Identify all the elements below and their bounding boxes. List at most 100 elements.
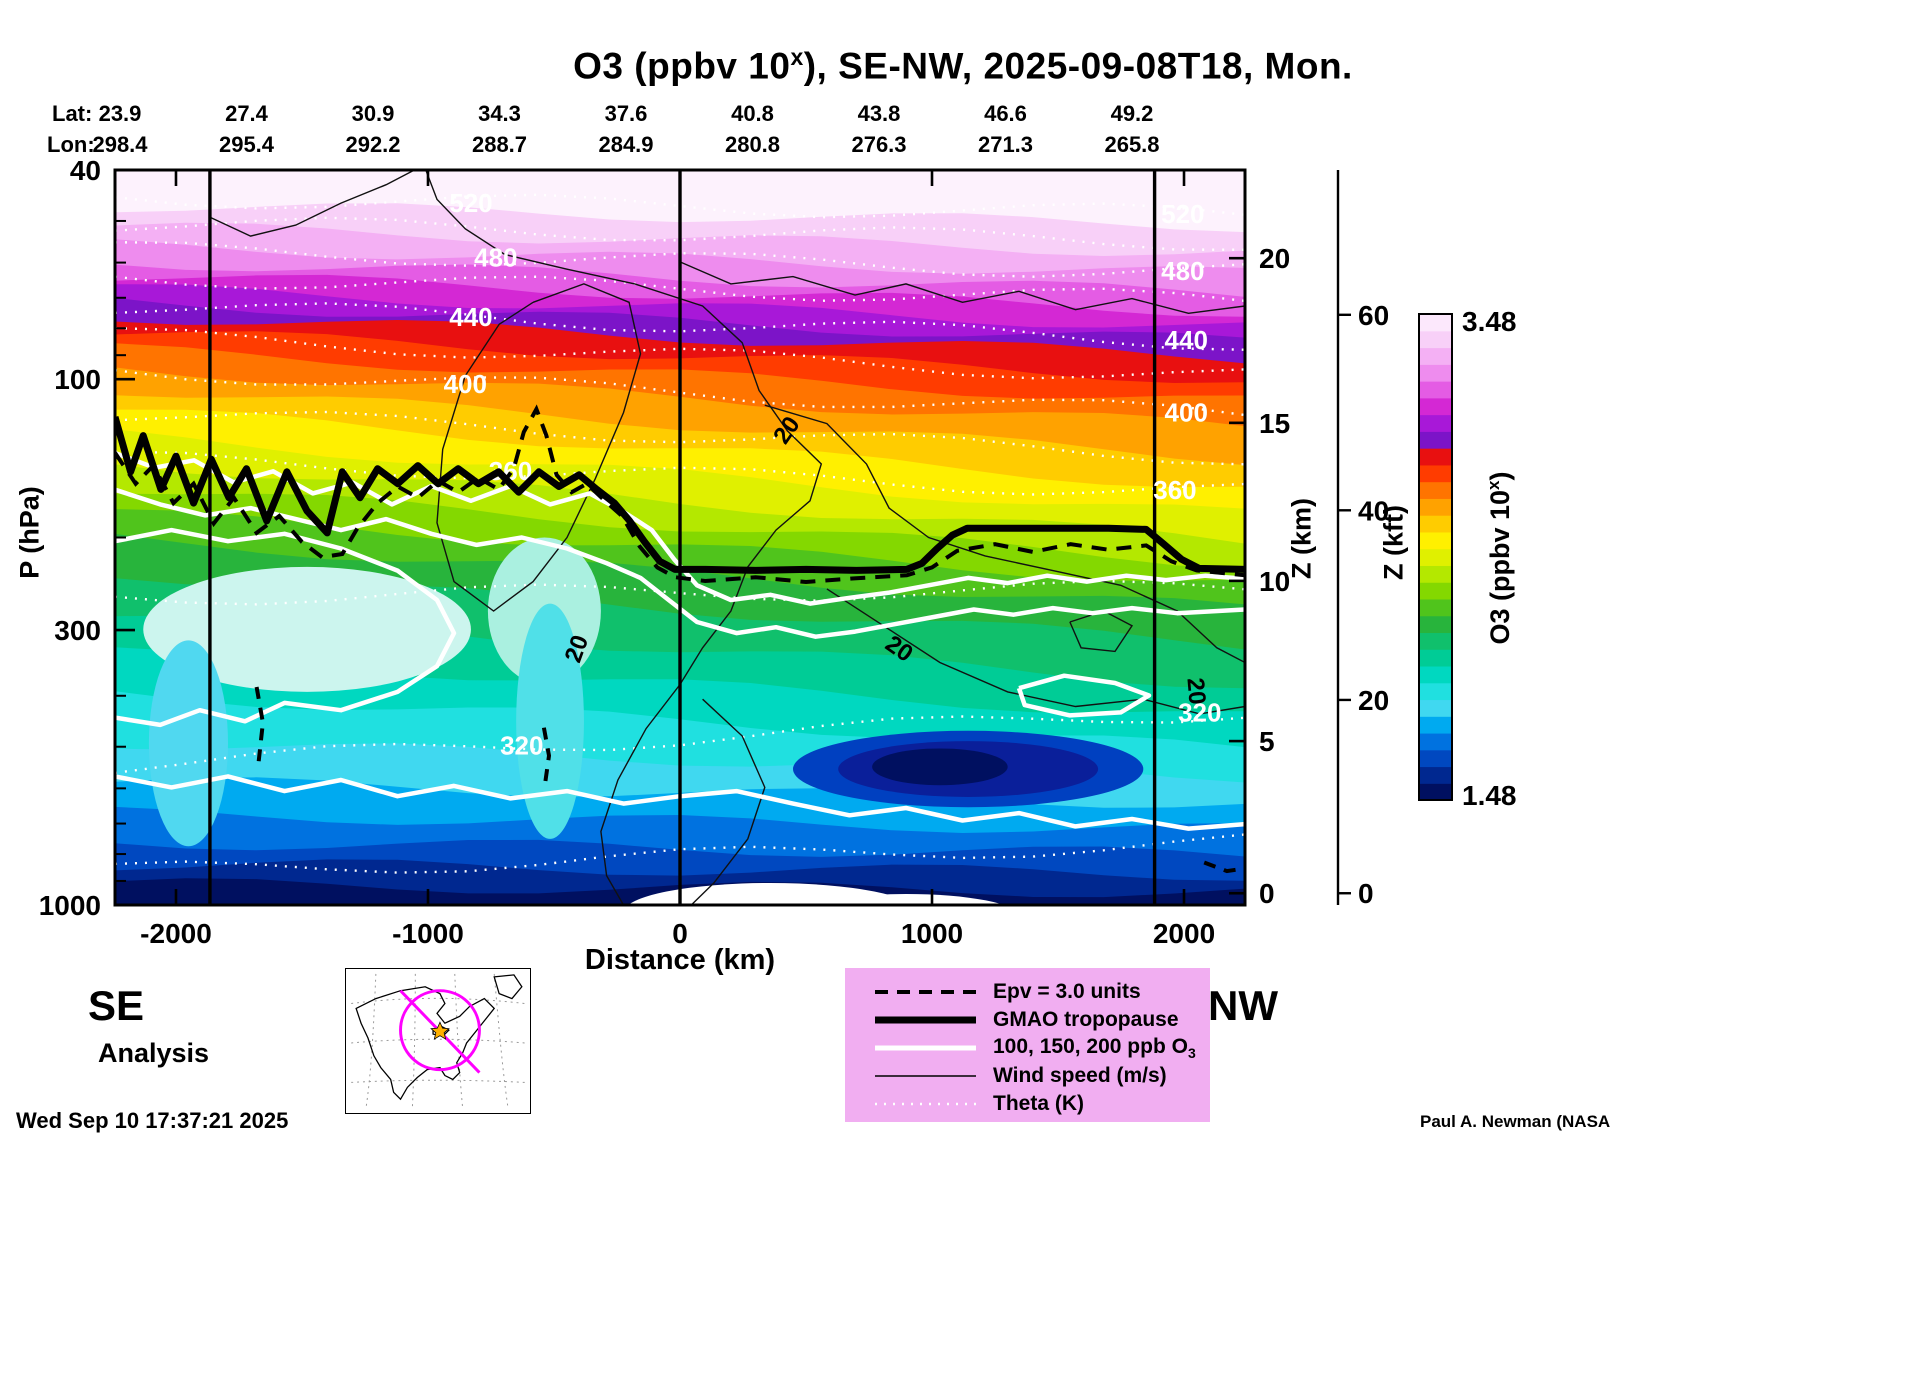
x-tick-label: 2000 xyxy=(1153,918,1215,949)
colorbar-segment xyxy=(1419,548,1452,566)
colorbar-min-label: 1.48 xyxy=(1462,780,1517,811)
lat-value: 37.6 xyxy=(604,101,648,126)
colorbar-max-label: 3.48 xyxy=(1462,306,1517,337)
o3-fill-blob xyxy=(872,748,1008,786)
epv-contour-line xyxy=(115,404,1245,585)
zkm-tick-label: 5 xyxy=(1259,726,1275,757)
legend-item-label: GMAO tropopause xyxy=(993,1008,1179,1031)
epv-contour-fragment xyxy=(541,727,552,789)
wind-speed-contour xyxy=(679,261,1245,315)
pressure-tick-label: 1000 xyxy=(39,890,101,921)
colorbar-segment xyxy=(1419,649,1452,667)
zkm-tick-label: 0 xyxy=(1259,878,1275,909)
section-center-star xyxy=(430,1021,450,1040)
lon-value: 280.8 xyxy=(724,132,781,157)
graticule-line xyxy=(411,973,416,1109)
lat-axis-row: Lat: 23.9 27.4 30.9 34.3 37.6 40.8 43.8 46.6 49.… xyxy=(0,101,1926,129)
colorbar-segment xyxy=(1419,699,1452,717)
o3-contour-line xyxy=(115,527,457,728)
colorbar-segment xyxy=(1419,397,1452,416)
north-america-coastline xyxy=(355,986,496,1101)
epv-contour-fragment xyxy=(1203,860,1245,874)
zkft-tick-label: 20 xyxy=(1358,685,1389,716)
o3-contour-line xyxy=(115,450,1245,606)
legend-item-tropopause: GMAO tropopause xyxy=(873,1006,1210,1034)
pressure-tick-label: 40 xyxy=(70,155,101,186)
colorbar-segment xyxy=(1419,448,1452,466)
colorbar-title-superscript: x xyxy=(1484,480,1503,490)
lat-value: 23.9 xyxy=(98,101,142,126)
legend-item-label: 100, 150, 200 ppb O3 xyxy=(993,1035,1196,1061)
colorbar-segment xyxy=(1419,766,1452,784)
wind-speed-contour xyxy=(436,283,642,612)
o3-fill-blob xyxy=(628,882,913,905)
x-axis-label: Distance (km) xyxy=(584,944,776,976)
zkm-tick-label: 15 xyxy=(1259,408,1290,439)
theta-contour-label: 320 xyxy=(1178,697,1221,727)
colorbar-segment xyxy=(1419,330,1452,349)
legend-item-o3-contours: 100, 150, 200 ppb O3 xyxy=(873,1034,1210,1062)
lon-value: 265.8 xyxy=(1104,132,1160,157)
creation-timestamp: Wed Sep 10 17:37:21 2025 xyxy=(16,1108,289,1133)
legend-item-label: Theta (K) xyxy=(993,1092,1084,1115)
colorbar-segment xyxy=(1419,783,1452,801)
legend-item-label: Wind speed (m/s) xyxy=(993,1064,1167,1087)
lat-prefix: Lat: xyxy=(52,101,93,126)
zkm-axis-label: Z (km) xyxy=(1286,498,1317,579)
x-tick-label: -1000 xyxy=(392,918,464,949)
o3-fill-blob xyxy=(808,893,1004,905)
zkm-tick-label: 10 xyxy=(1259,566,1290,597)
figure-title-text: O3 (ppbv 10 xyxy=(573,45,791,87)
colorbar-segment xyxy=(1419,498,1452,516)
lon-value: 292.2 xyxy=(345,132,401,157)
colorbar-segment xyxy=(1419,598,1452,617)
wind-speed-label: 20 xyxy=(1181,677,1210,706)
wind-speed-contour xyxy=(425,170,823,905)
zkft-axis-label: Z (kft) xyxy=(1378,505,1409,580)
lon-axis-row: Lon: 298.4 295.4 292.2 288.7 284.9 280.8 276.3… xyxy=(0,132,1926,160)
legend-item-theta: Theta (K) xyxy=(873,1090,1210,1118)
colorbar-segment xyxy=(1419,531,1452,550)
theta-contour-label: 400 xyxy=(1165,397,1208,427)
legend-item-wind: Wind speed (m/s) xyxy=(873,1062,1210,1090)
colorbar-segment xyxy=(1419,615,1452,634)
colorbar-segment xyxy=(1419,314,1452,332)
colorbar-segment xyxy=(1419,682,1452,701)
colorbar-segment xyxy=(1419,665,1452,684)
lat-value: 40.8 xyxy=(731,101,774,126)
theta-contour-label: 320 xyxy=(500,731,543,761)
lon-value: 276.3 xyxy=(851,132,907,157)
colorbar-segment xyxy=(1419,464,1452,483)
graticule-line xyxy=(351,1038,525,1044)
colorbar-segment xyxy=(1419,414,1452,432)
x-tick-label: 1000 xyxy=(901,918,963,949)
corner-label-se: SE xyxy=(88,982,145,1029)
lat-value: 27.4 xyxy=(225,101,268,126)
figure-title-suffix: ), SE-NW, 2025-09-08T18, Mon. xyxy=(803,45,1353,87)
colorbar-segment xyxy=(1419,381,1452,399)
pressure-tick-label: 100 xyxy=(54,364,101,395)
theta-contour-label: 480 xyxy=(474,243,517,273)
greenland-coastline xyxy=(493,974,523,1000)
theta-contour-label: 360 xyxy=(1153,475,1196,505)
x-tick-label: 0 xyxy=(672,918,688,949)
corner-label-nw: NW xyxy=(1208,982,1278,1029)
colorbar-segment xyxy=(1419,632,1452,650)
lat-value: 46.6 xyxy=(984,101,1027,126)
theta-contour-label: 400 xyxy=(444,369,487,399)
cross-section-range-circle xyxy=(399,989,481,1072)
colorbar-segment xyxy=(1419,364,1452,382)
zkm-tick-label: 20 xyxy=(1259,243,1290,274)
colorbar-segment xyxy=(1419,716,1452,734)
colorbar-segment xyxy=(1419,431,1452,449)
zkft-tick-label: 0 xyxy=(1358,878,1374,909)
colorbar-title-text: O3 (ppbv 10 xyxy=(1485,489,1515,645)
wind-speed-contour xyxy=(764,404,1245,664)
colorbar-segment xyxy=(1419,749,1452,768)
lon-value: 284.9 xyxy=(598,132,654,157)
colorbar-title: O3 (ppbv 10x) xyxy=(1484,428,1516,688)
lon-value: 288.7 xyxy=(471,132,528,157)
zkft-tick-label: 60 xyxy=(1358,300,1389,331)
legend-o3-label-text: 100, 150, 200 ppb O xyxy=(993,1034,1188,1058)
